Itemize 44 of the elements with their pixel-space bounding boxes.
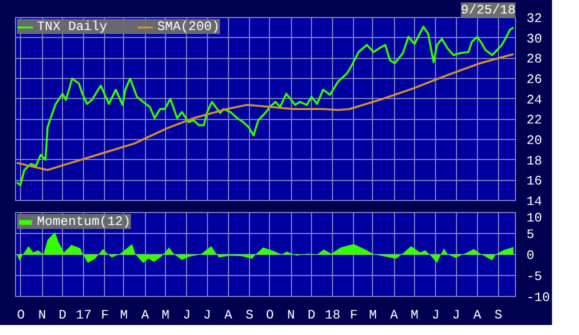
x-tick-label: M [369,308,377,322]
x-tick-label: 17 [76,308,92,322]
x-tick-label: D [58,308,67,322]
y-tick-label: 14 [526,194,542,209]
y-tick-label: 5 [526,227,534,242]
x-tick-label: J [452,308,460,322]
x-tick-label: N [287,308,295,322]
x-tick-label: S [246,308,254,322]
x-tick-label: D [308,308,316,322]
x-tick-label: A [473,308,482,322]
x-tick-label: M [162,308,170,322]
y-tick-label: 16 [526,174,542,189]
line-series [16,53,514,171]
x-tick-label: O [266,308,274,322]
y-tick-label: 20 [526,133,542,148]
y-tick-label: 18 [526,153,542,168]
x-tick-label: M [120,308,128,322]
x-tick-label: S [494,308,503,322]
x-tick-label: 18 [324,308,340,322]
x-tick-label: F [350,308,358,322]
x-tick-label: J [432,308,440,322]
y-tick-label: -10 [526,290,550,305]
y-tick-label: 0 [526,248,534,263]
legend-label: Momentum(12) [37,214,131,229]
y-tick-label: 22 [526,112,542,128]
y-tick-label: -5 [526,269,542,284]
x-tick-label: A [141,308,150,322]
y-tick-label: 24 [526,92,542,108]
x-tick-label: O [17,308,26,322]
x-tick-label: A [390,308,398,322]
x-tick-label: F [100,308,109,322]
x-tick-label: A [224,308,232,322]
y-tick-label: 30 [526,31,542,46]
x-tick-label: J [182,308,191,322]
y-tick-label: 10 [526,210,542,226]
legend-label: TNX Daily [37,19,108,34]
x-tick-label: N [38,308,46,322]
y-tick-label: 32 [526,11,542,26]
y-tick-label: 26 [526,72,542,87]
legend-label: SMA(200) [157,19,220,34]
x-tick-label: J [203,308,212,322]
y-tick-label: 28 [526,52,542,67]
x-tick-label: M [410,308,418,322]
annotation: 9/25/18 [460,2,516,18]
